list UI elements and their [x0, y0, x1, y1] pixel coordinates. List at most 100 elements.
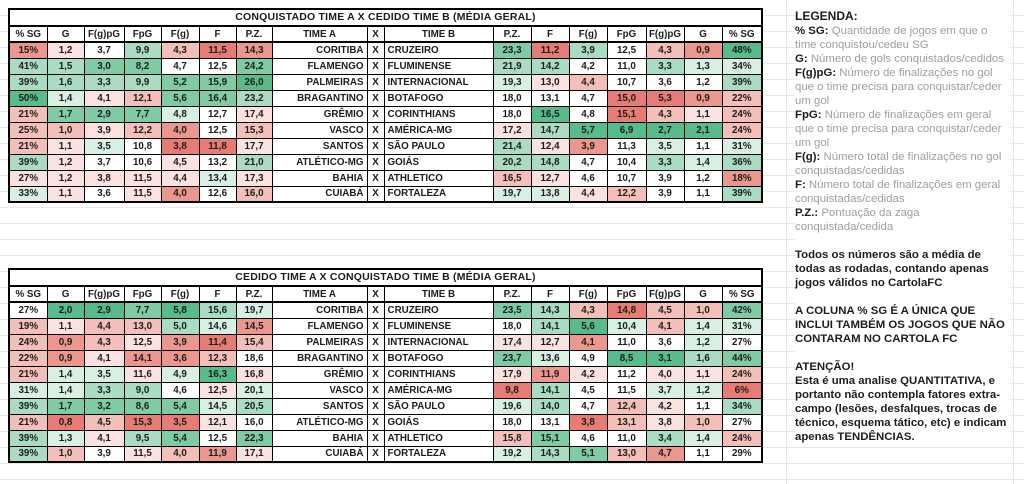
- team-a-cell[interactable]: VASCO: [271, 121, 368, 139]
- stat-cell[interactable]: 7,7: [123, 301, 162, 319]
- versus-cell[interactable]: X: [366, 153, 385, 171]
- column-header[interactable]: F(g): [568, 25, 608, 43]
- stat-cell[interactable]: 3,9: [568, 41, 608, 59]
- column-header[interactable]: G: [46, 25, 85, 43]
- stat-cell[interactable]: 3,6: [160, 349, 200, 367]
- stat-cell[interactable]: 5,2: [160, 73, 200, 91]
- stat-cell[interactable]: 1,2: [46, 41, 85, 59]
- stat-cell[interactable]: 18,0: [492, 317, 532, 335]
- stat-cell[interactable]: 3,9: [83, 445, 125, 463]
- stat-cell[interactable]: 5,0: [160, 317, 200, 335]
- stat-cell[interactable]: 12,4: [530, 137, 570, 155]
- column-header[interactable]: P.Z.: [492, 285, 532, 303]
- stat-cell[interactable]: 1,3: [46, 429, 85, 447]
- stat-cell[interactable]: 19,7: [235, 301, 273, 319]
- stat-cell[interactable]: 31%: [8, 381, 48, 399]
- column-header[interactable]: G: [46, 285, 85, 303]
- versus-cell[interactable]: X: [366, 73, 385, 91]
- stat-cell[interactable]: 18%: [721, 169, 763, 187]
- stat-cell[interactable]: 3,4: [645, 429, 685, 447]
- versus-cell[interactable]: X: [366, 365, 385, 383]
- stat-cell[interactable]: 3,8: [160, 137, 200, 155]
- stat-cell[interactable]: 17,4: [492, 333, 532, 351]
- stat-cell[interactable]: 21%: [8, 413, 48, 431]
- team-a-cell[interactable]: BRAGANTINO: [271, 89, 368, 107]
- column-header[interactable]: FpG: [123, 285, 162, 303]
- team-b-cell[interactable]: ATHLETICO: [383, 169, 494, 187]
- stat-cell[interactable]: 11,5: [606, 381, 647, 399]
- column-header[interactable]: G: [683, 25, 723, 43]
- stat-cell[interactable]: 14,3: [235, 41, 273, 59]
- stat-cell[interactable]: 6%: [721, 381, 763, 399]
- stat-cell[interactable]: 14,1: [530, 381, 570, 399]
- stat-cell[interactable]: 4,1: [645, 317, 685, 335]
- stat-cell[interactable]: 2,1: [683, 121, 723, 139]
- team-b-cell[interactable]: GOIÁS: [383, 153, 494, 171]
- stat-cell[interactable]: 33%: [8, 185, 48, 203]
- stat-cell[interactable]: 9,9: [123, 73, 162, 91]
- stat-cell[interactable]: 16,5: [492, 169, 532, 187]
- stat-cell[interactable]: 11,5: [123, 445, 162, 463]
- stat-cell[interactable]: 4,4: [568, 185, 608, 203]
- stat-cell[interactable]: 12,3: [198, 349, 237, 367]
- stat-cell[interactable]: 21%: [8, 365, 48, 383]
- versus-cell[interactable]: X: [366, 57, 385, 75]
- column-header[interactable]: G: [683, 285, 723, 303]
- stat-cell[interactable]: 3,2: [83, 397, 125, 415]
- stat-cell[interactable]: 21,9: [492, 57, 532, 75]
- stat-cell[interactable]: 10,8: [123, 137, 162, 155]
- stat-cell[interactable]: 4,4: [568, 73, 608, 91]
- stat-cell[interactable]: 23,3: [492, 41, 532, 59]
- stat-cell[interactable]: 14,3: [530, 301, 570, 319]
- stat-cell[interactable]: 3,6: [83, 185, 125, 203]
- stat-cell[interactable]: 1,6: [46, 73, 85, 91]
- stat-cell[interactable]: 5,1: [568, 445, 608, 463]
- stat-cell[interactable]: 14,6: [198, 317, 237, 335]
- stat-cell[interactable]: 8,2: [123, 57, 162, 75]
- column-header[interactable]: FpG: [606, 25, 647, 43]
- stat-cell[interactable]: 4,7: [568, 153, 608, 171]
- stat-cell[interactable]: 1,2: [683, 381, 723, 399]
- stat-cell[interactable]: 3,9: [83, 121, 125, 139]
- team-b-cell[interactable]: SÃO PAULO: [383, 137, 494, 155]
- stat-cell[interactable]: 14,2: [530, 57, 570, 75]
- stat-cell[interactable]: 14,1: [123, 349, 162, 367]
- stat-cell[interactable]: 17,1: [235, 445, 273, 463]
- stat-cell[interactable]: 1,7: [46, 397, 85, 415]
- column-header[interactable]: TIME A: [271, 285, 368, 303]
- versus-cell[interactable]: X: [366, 105, 385, 123]
- column-header[interactable]: F(g)pG: [645, 25, 685, 43]
- team-b-cell[interactable]: SÃO PAULO: [383, 397, 494, 415]
- versus-cell[interactable]: X: [366, 413, 385, 431]
- stat-cell[interactable]: 23,5: [492, 301, 532, 319]
- column-header[interactable]: X: [366, 285, 385, 303]
- stat-cell[interactable]: 9,8: [492, 381, 532, 399]
- stat-cell[interactable]: 16,8: [235, 365, 273, 383]
- stat-cell[interactable]: 4,2: [645, 397, 685, 415]
- stat-cell[interactable]: 8,5: [606, 349, 647, 367]
- stat-cell[interactable]: 12,7: [530, 169, 570, 187]
- stat-cell[interactable]: 42%: [721, 301, 763, 319]
- stat-cell[interactable]: 19,3: [492, 73, 532, 91]
- stat-cell[interactable]: 1,4: [46, 89, 85, 107]
- team-a-cell[interactable]: FLAMENGO: [271, 57, 368, 75]
- stat-cell[interactable]: 11,5: [198, 41, 237, 59]
- stat-cell[interactable]: 1,2: [683, 73, 723, 91]
- stat-cell[interactable]: 3,5: [645, 137, 685, 155]
- column-header[interactable]: F(g): [160, 285, 200, 303]
- stat-cell[interactable]: 5,4: [160, 397, 200, 415]
- stat-cell[interactable]: 3,8: [645, 413, 685, 431]
- stat-cell[interactable]: 10,4: [606, 317, 647, 335]
- column-header[interactable]: F: [198, 285, 237, 303]
- stat-cell[interactable]: 4,2: [568, 57, 608, 75]
- stat-cell[interactable]: 1,1: [683, 137, 723, 155]
- stat-cell[interactable]: 12,5: [606, 41, 647, 59]
- stat-cell[interactable]: 17,7: [235, 137, 273, 155]
- team-b-cell[interactable]: CRUZEIRO: [383, 41, 494, 59]
- stat-cell[interactable]: 7,7: [123, 105, 162, 123]
- stat-cell[interactable]: 12,7: [198, 105, 237, 123]
- stat-cell[interactable]: 15%: [8, 41, 48, 59]
- stat-cell[interactable]: 4,7: [160, 57, 200, 75]
- stat-cell[interactable]: 4,7: [568, 397, 608, 415]
- column-header[interactable]: F(g)pG: [83, 285, 125, 303]
